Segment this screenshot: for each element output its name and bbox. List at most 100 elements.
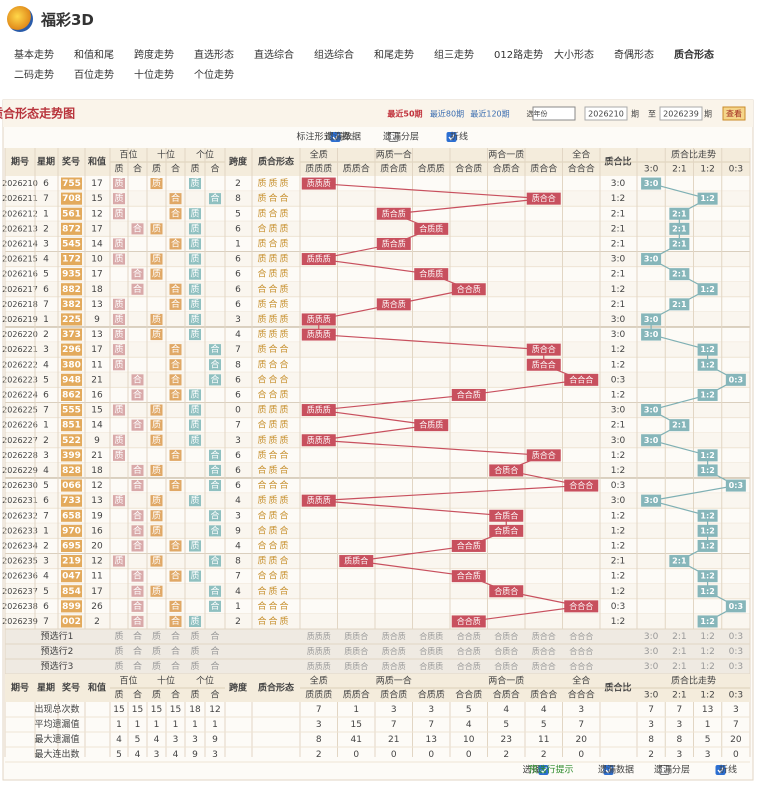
- digit-kind: 质: [114, 343, 123, 355]
- preselect-btn[interactable]: 1:2: [700, 662, 714, 672]
- preselect-btn[interactable]: 合质质: [419, 631, 443, 641]
- preselect-btn[interactable]: 质: [114, 630, 123, 642]
- preselect-btn[interactable]: 1:2: [700, 632, 714, 642]
- preselect-btn[interactable]: 质: [114, 645, 123, 657]
- preselect-btn[interactable]: 合质合: [494, 661, 518, 671]
- preselect-btn[interactable]: 合: [133, 645, 142, 657]
- preselect-btn[interactable]: 合质质: [419, 646, 443, 656]
- preselect-btn[interactable]: 0:3: [729, 662, 743, 672]
- preselect-btn[interactable]: 3:0: [644, 662, 659, 672]
- stat-value: 7: [578, 720, 584, 730]
- preselect-btn[interactable]: 2:1: [672, 647, 686, 657]
- ratio-hit-text: 1:2: [700, 285, 714, 294]
- preselect-btn[interactable]: 质质质: [307, 646, 331, 656]
- preselect-btn[interactable]: 质: [190, 630, 199, 642]
- preselect-btn[interactable]: 合质合: [494, 631, 518, 641]
- year-select[interactable]: [532, 106, 576, 121]
- preselect-btn[interactable]: 合: [210, 645, 219, 657]
- preselect-btn[interactable]: 质合质: [382, 631, 406, 641]
- ratio: 1:2: [611, 194, 625, 204]
- stat-value: 1: [705, 720, 711, 730]
- nav-link[interactable]: 大小形态: [554, 50, 594, 61]
- number: 851: [62, 421, 81, 431]
- nav-link[interactable]: 直选形态: [194, 50, 234, 61]
- nav-link[interactable]: 012路走势: [494, 50, 544, 61]
- view-button[interactable]: [722, 106, 746, 121]
- preselect-btn[interactable]: 合: [171, 630, 180, 642]
- preselect-btn[interactable]: 质合合: [532, 646, 556, 656]
- form-part: 质: [279, 283, 288, 295]
- preselect-btn[interactable]: 1:2: [700, 647, 714, 657]
- stat-value: 0: [578, 750, 584, 760]
- nav-link[interactable]: 直选综合: [254, 50, 294, 61]
- nav-link[interactable]: 和尾走势: [374, 50, 414, 61]
- nav-link[interactable]: 二码走势: [14, 70, 54, 81]
- nav-link[interactable]: 十位走势: [134, 70, 174, 81]
- to-input[interactable]: [659, 106, 703, 121]
- preselect-btn[interactable]: 2:1: [672, 662, 686, 672]
- digit-kind: 质: [114, 494, 123, 506]
- ratio-hit: [669, 419, 690, 432]
- digit-kind: 合: [133, 464, 142, 476]
- preselect-btn[interactable]: 合质合: [494, 646, 518, 656]
- nav-link[interactable]: 组选综合: [314, 50, 354, 61]
- preselect-btn[interactable]: 合: [210, 660, 219, 672]
- preselect-btn[interactable]: 质合质: [382, 661, 406, 671]
- digit-hit: [189, 389, 201, 401]
- checkbox[interactable]: [388, 132, 399, 142]
- preselect-btn[interactable]: 合: [210, 630, 219, 642]
- preselect-btn[interactable]: 质: [190, 645, 199, 657]
- digit-hit: [150, 329, 163, 341]
- preselect-btn[interactable]: 合质质: [419, 661, 443, 671]
- preselect-btn[interactable]: 合合质: [457, 631, 481, 641]
- preselect-btn[interactable]: 0:3: [729, 632, 743, 642]
- preselect-btn[interactable]: 合合合: [569, 661, 593, 671]
- range-link[interactable]: 最近120期: [470, 109, 509, 119]
- nav-link[interactable]: 跨度走势: [134, 50, 174, 61]
- preselect-btn[interactable]: 合: [171, 660, 180, 672]
- nav-link[interactable]: 奇偶形态: [614, 50, 654, 61]
- preselect-btn[interactable]: 质合合: [532, 661, 556, 671]
- preselect-btn[interactable]: 合: [133, 630, 142, 642]
- preselect-btn[interactable]: 质: [152, 645, 161, 657]
- preselect-btn[interactable]: 质合质: [382, 646, 406, 656]
- checkbox[interactable]: [659, 765, 670, 775]
- preselect-btn[interactable]: 合合质: [457, 661, 481, 671]
- preselect-btn[interactable]: 合合合: [569, 646, 593, 656]
- preselect-btn[interactable]: 合合质: [457, 646, 481, 656]
- preselect-btn[interactable]: 质质质: [307, 631, 331, 641]
- week: 2: [43, 224, 49, 234]
- preselect-btn[interactable]: 0:3: [729, 647, 743, 657]
- nav-link[interactable]: 个位走势: [194, 70, 234, 81]
- nav-link[interactable]: 质合形态: [674, 50, 714, 61]
- nav-link[interactable]: 基本走势: [14, 50, 54, 61]
- preselect-btn[interactable]: 质质合: [344, 661, 368, 671]
- number-bg: [61, 539, 82, 552]
- nav-link[interactable]: 百位走势: [74, 70, 114, 81]
- preselect-btn[interactable]: 合: [133, 660, 142, 672]
- nav-link[interactable]: 组三走势: [434, 50, 474, 61]
- digit-kind: 质: [114, 449, 123, 461]
- number-bg: [61, 388, 82, 401]
- preselect-btn[interactable]: 2:1: [672, 632, 686, 642]
- preselect-btn[interactable]: 3:0: [644, 632, 659, 642]
- preselect-btn[interactable]: 质: [114, 660, 123, 672]
- preselect-btn[interactable]: 质合合: [532, 631, 556, 641]
- sum: 16: [91, 390, 103, 400]
- preselect-btn[interactable]: 合: [171, 645, 180, 657]
- stat-value: 1: [135, 720, 141, 730]
- preselect-btn[interactable]: 合合合: [569, 631, 593, 641]
- digit-kind: 质: [114, 298, 123, 310]
- pattern-hit: [451, 615, 486, 628]
- preselect-btn[interactable]: 质: [152, 660, 161, 672]
- preselect-btn[interactable]: 3:0: [644, 647, 659, 657]
- preselect-btn[interactable]: 质: [190, 660, 199, 672]
- preselect-btn[interactable]: 质质合: [344, 631, 368, 641]
- nav-link[interactable]: 和值和尾: [74, 50, 114, 61]
- from-input[interactable]: [584, 106, 628, 121]
- range-link[interactable]: 最近80期: [430, 109, 464, 119]
- preselect-btn[interactable]: 质: [152, 630, 161, 642]
- preselect-btn[interactable]: 质质合: [344, 646, 368, 656]
- range-link[interactable]: 最近50期: [387, 109, 422, 119]
- preselect-btn[interactable]: 质质质: [307, 661, 331, 671]
